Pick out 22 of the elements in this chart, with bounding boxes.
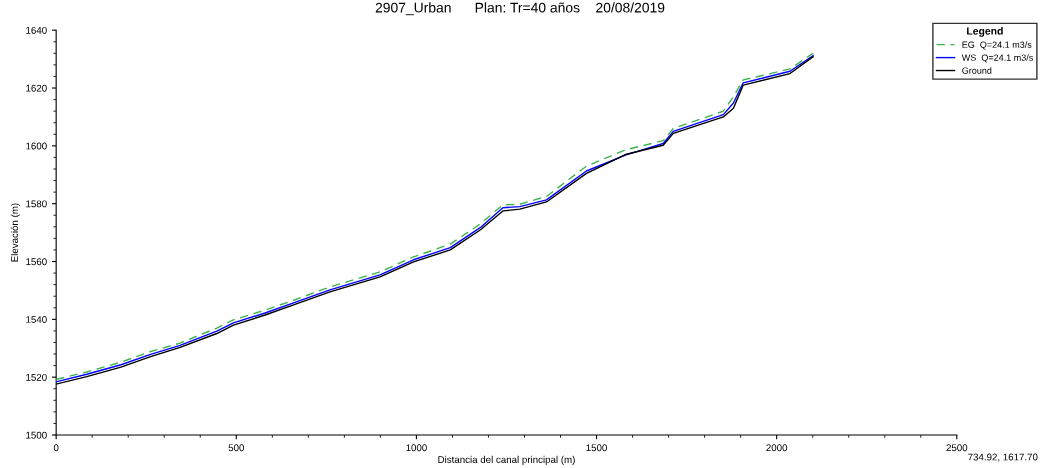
y-tick-label: 1620 (26, 84, 47, 92)
x-tick-label: 2000 (766, 444, 788, 452)
text: 734.92, 1617.70 (968, 453, 1038, 462)
y-tick-label: 1540 (26, 316, 47, 323)
x-tick-label: 0 (53, 444, 59, 452)
y-tick-label: 1640 (26, 26, 47, 34)
legend-title: Legend (967, 27, 1003, 37)
y-tick-label: 1500 (26, 431, 47, 439)
y-axis-title: Elevación (m) (10, 203, 20, 262)
legend-label: EG Q=24.1 m3/s (962, 41, 1032, 50)
y-tick-label: 1520 (26, 373, 47, 381)
x-tick-label: 500 (228, 444, 245, 452)
y-tick-label: 1580 (26, 200, 47, 208)
x-tick-label: 1000 (406, 444, 427, 452)
legend-label: WS Q=24.1 m3/s (961, 54, 1033, 63)
x-tick-label: 1500 (586, 444, 607, 452)
chart-title: 2907_Urban Plan: Tr=40 años 20/08/2019 (375, 2, 665, 16)
y-tick-label: 1600 (26, 142, 47, 150)
x-axis-title: Distancia del canal principal (m) (438, 455, 575, 465)
legend-label: Ground (962, 67, 992, 74)
x-tick-label: 2500 (946, 444, 968, 452)
y-tick-label: 1560 (26, 258, 47, 266)
